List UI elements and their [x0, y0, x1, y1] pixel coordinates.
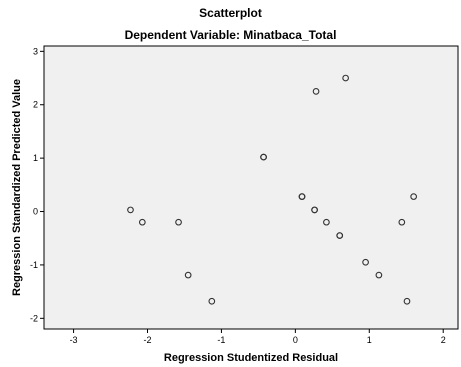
x-tick-label: -2: [143, 335, 151, 345]
data-point: [398, 218, 406, 226]
x-tick-label: 0: [293, 335, 298, 345]
data-point: [127, 206, 134, 214]
y-tick-label: 2: [33, 100, 38, 110]
data-point: [362, 258, 369, 266]
x-tick-label: 2: [441, 335, 446, 345]
plot-area: [43, 45, 459, 330]
data-point: [403, 297, 411, 305]
y-axis: -2 -1 0 1 2 3: [30, 46, 44, 323]
data-point: [323, 218, 330, 226]
chart-subtitle: Dependent Variable: Minatbaca_Total: [124, 28, 337, 42]
y-tick-label: -2: [30, 313, 38, 323]
y-tick-label: 3: [33, 46, 38, 56]
data-point: [298, 193, 306, 200]
y-tick-label: -1: [30, 260, 38, 270]
data-point: [184, 271, 192, 279]
x-tick-label: -3: [70, 335, 78, 345]
data-point: [208, 297, 216, 305]
data-point: [138, 218, 146, 226]
x-axis: -3 -2 -1 0 1 2: [70, 329, 446, 345]
y-tick-label: 0: [33, 207, 38, 217]
data-points: [127, 74, 417, 305]
y-tick-label: 1: [33, 153, 38, 163]
data-point: [311, 206, 318, 214]
data-point: [410, 193, 417, 200]
x-axis-label: Regression Studentized Residual: [164, 352, 338, 364]
data-point: [336, 232, 344, 239]
data-point: [342, 74, 349, 82]
x-tick-label: 1: [367, 335, 372, 345]
y-axis-label: Regression Standardized Predicted Value: [11, 79, 23, 296]
data-point: [312, 88, 320, 95]
data-point: [375, 271, 383, 279]
data-point: [175, 218, 182, 226]
x-tick-label: -1: [217, 335, 225, 345]
data-point: [260, 153, 267, 161]
chart-title: Scatterplot: [199, 6, 262, 20]
